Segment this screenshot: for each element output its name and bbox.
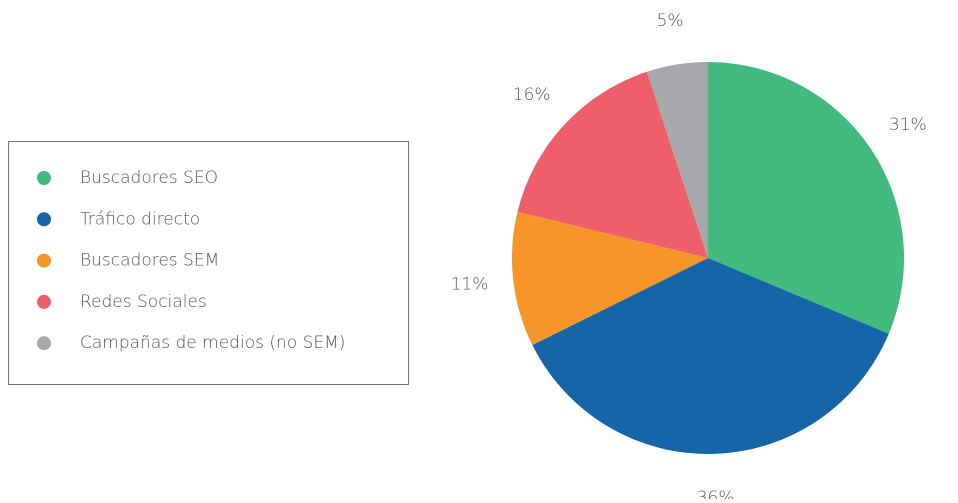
legend-label: Buscadores SEO [80, 168, 218, 188]
legend-label: Campañas de medios (no SEM) [80, 333, 345, 353]
legend-label: Redes Sociales [80, 292, 207, 312]
legend-swatch [37, 253, 51, 268]
legend-swatch [37, 294, 51, 309]
pie-slice [646, 62, 708, 258]
legend-swatch [37, 336, 51, 351]
data-label: 11% [451, 275, 489, 295]
data-label: 36% [697, 488, 735, 499]
data-label: 16% [513, 85, 551, 105]
pie-slice [532, 258, 889, 454]
legend-box [8, 141, 409, 385]
legend-swatch [37, 171, 51, 185]
legend-swatch [37, 212, 51, 227]
pie-slice [517, 71, 708, 258]
legend-label: Buscadores SEM [80, 251, 219, 271]
data-label: 31% [889, 115, 927, 135]
data-label: 5% [657, 11, 684, 31]
legend-label: Tráfico directo [80, 209, 200, 229]
pie-slice [511, 211, 708, 346]
pie-slice [708, 62, 904, 334]
